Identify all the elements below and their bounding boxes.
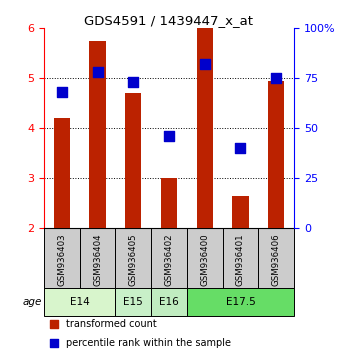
Bar xyxy=(44,288,115,316)
Text: E16: E16 xyxy=(159,297,179,307)
Text: transformed count: transformed count xyxy=(67,319,157,329)
Title: GDS4591 / 1439447_x_at: GDS4591 / 1439447_x_at xyxy=(84,14,254,27)
Bar xyxy=(187,288,294,316)
Point xyxy=(95,69,100,75)
Text: GSM936403: GSM936403 xyxy=(57,233,66,286)
Bar xyxy=(197,28,213,228)
Point xyxy=(238,145,243,151)
Text: GSM936405: GSM936405 xyxy=(129,233,138,286)
Bar xyxy=(115,228,151,288)
Text: GSM936404: GSM936404 xyxy=(93,233,102,286)
Bar xyxy=(80,228,115,288)
Point xyxy=(51,340,57,346)
Bar xyxy=(151,288,187,316)
Text: age: age xyxy=(23,297,42,307)
Point xyxy=(130,80,136,85)
Point xyxy=(59,90,65,95)
Text: GSM936400: GSM936400 xyxy=(200,233,209,286)
Bar xyxy=(54,118,70,228)
Bar xyxy=(161,178,177,228)
Bar xyxy=(223,228,258,288)
Bar xyxy=(115,288,151,316)
Bar xyxy=(125,93,141,228)
Bar xyxy=(258,228,294,288)
Bar xyxy=(233,196,248,228)
Bar xyxy=(268,81,284,228)
Point xyxy=(166,133,172,139)
Text: E17.5: E17.5 xyxy=(225,297,255,307)
Text: GSM936401: GSM936401 xyxy=(236,233,245,286)
Bar xyxy=(187,228,223,288)
Bar xyxy=(44,228,80,288)
Bar xyxy=(151,228,187,288)
Point xyxy=(273,75,279,81)
Text: GSM936402: GSM936402 xyxy=(165,233,173,286)
Text: E15: E15 xyxy=(123,297,143,307)
Text: percentile rank within the sample: percentile rank within the sample xyxy=(67,338,232,348)
Point xyxy=(51,321,57,326)
Bar xyxy=(90,41,105,228)
Point xyxy=(202,62,208,67)
Text: E14: E14 xyxy=(70,297,90,307)
Text: GSM936406: GSM936406 xyxy=(272,233,281,286)
